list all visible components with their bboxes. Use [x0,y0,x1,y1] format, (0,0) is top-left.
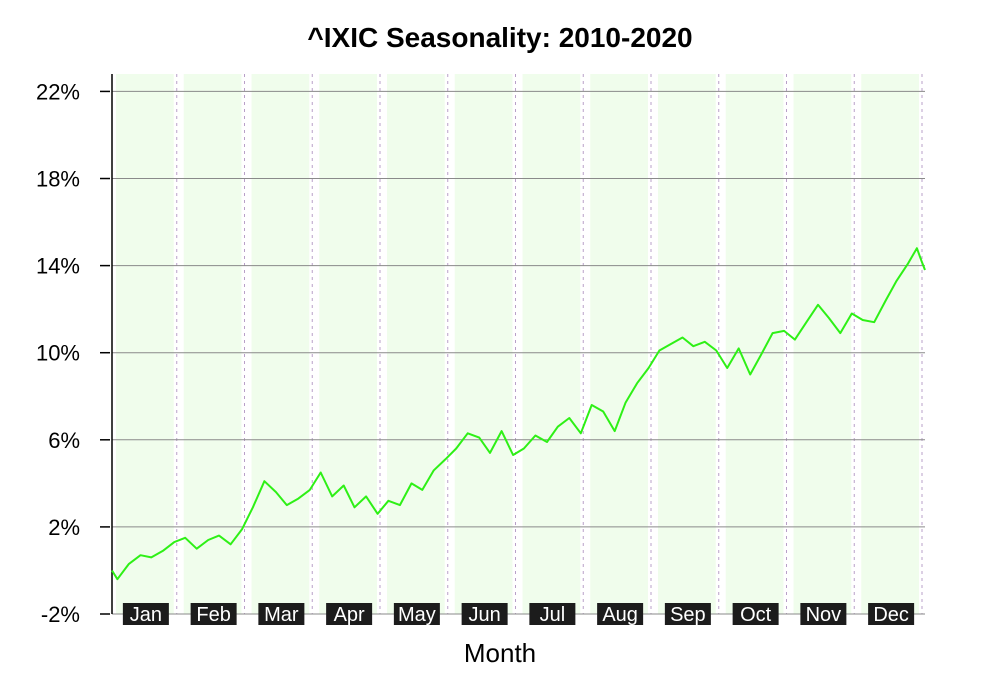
y-tick-label: -2% [41,602,80,627]
month-band [319,74,377,614]
y-tick-label: 10% [36,341,80,366]
month-label-bg [868,603,915,625]
month-label: Aug [602,604,638,626]
month-label: May [398,604,436,626]
month-label-bg [393,603,440,625]
month-band [116,74,174,614]
month-band [251,74,310,614]
month-band [183,74,242,614]
month-label: Apr [334,604,365,626]
month-label: Jun [469,604,501,626]
month-band [793,74,852,614]
y-tick-label: 18% [36,167,80,192]
series-line [111,247,926,581]
month-label-bg [258,603,305,625]
month-label-bg [326,603,373,625]
y-tick-label: 22% [36,79,80,104]
month-label-bg [664,603,711,625]
month-band [861,74,919,614]
month-band [725,74,784,614]
month-band [590,74,648,614]
month-label-bg [597,603,644,625]
month-label: Jul [540,604,566,626]
month-label: Dec [873,604,909,626]
month-label: Jan [130,604,162,626]
month-label: Mar [264,604,299,626]
month-label: Sep [670,604,706,626]
y-tick-label: 2% [48,515,80,540]
y-tick-label: 6% [48,428,80,453]
month-band [454,74,513,614]
x-axis-label: Month [463,638,537,668]
month-label-bg [122,603,169,625]
month-label: Oct [740,604,772,626]
month-label: Nov [806,604,842,626]
month-label-bg [732,603,779,625]
month-label-bg [800,603,847,625]
month-band [522,74,581,614]
chart-title: ^IXIC Seasonality: 2010-2020 [307,22,693,53]
month-band [387,74,445,614]
month-label-bg [529,603,576,625]
y-tick-label: 14% [36,254,80,279]
month-label: Feb [196,604,230,626]
month-label-bg [461,603,508,625]
month-label-bg [190,603,237,625]
